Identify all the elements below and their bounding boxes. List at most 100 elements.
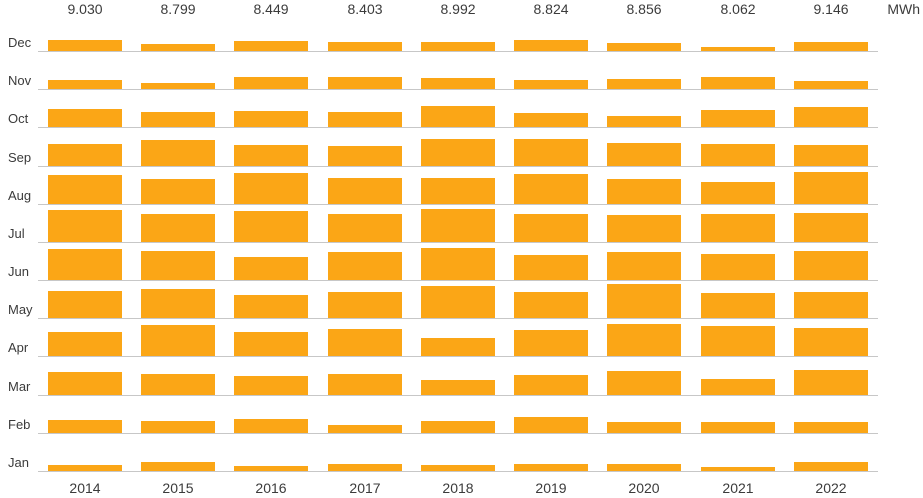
bar-2014-oct[interactable] (48, 109, 122, 127)
bar-2017-apr[interactable] (328, 329, 402, 356)
bar-2020-feb[interactable] (607, 422, 681, 433)
bar-2019-jan[interactable] (514, 464, 588, 471)
bar-2017-nov[interactable] (328, 77, 402, 89)
bar-2019-jun[interactable] (514, 255, 588, 280)
bar-2015-may[interactable] (141, 289, 215, 318)
bar-2014-may[interactable] (48, 291, 122, 318)
bar-2022-dec[interactable] (794, 42, 868, 51)
bar-2022-feb[interactable] (794, 422, 868, 433)
bar-2019-aug[interactable] (514, 174, 588, 204)
bar-2022-sep[interactable] (794, 145, 868, 166)
bar-2017-mar[interactable] (328, 374, 402, 395)
bar-2016-jan[interactable] (234, 466, 308, 471)
bar-2021-may[interactable] (701, 293, 775, 318)
bar-2016-aug[interactable] (234, 173, 308, 204)
bar-2018-jul[interactable] (421, 209, 495, 242)
bar-2022-may[interactable] (794, 292, 868, 318)
bar-2016-jun[interactable] (234, 257, 308, 280)
bar-2017-jul[interactable] (328, 214, 402, 242)
bar-2018-dec[interactable] (421, 42, 495, 51)
bar-2015-sep[interactable] (141, 140, 215, 166)
bar-2015-oct[interactable] (141, 112, 215, 127)
bar-2016-sep[interactable] (234, 145, 308, 166)
bar-2020-mar[interactable] (607, 371, 681, 395)
bar-2020-nov[interactable] (607, 79, 681, 89)
bar-2015-jan[interactable] (141, 462, 215, 471)
bar-2020-jun[interactable] (607, 252, 681, 280)
bar-2018-aug[interactable] (421, 178, 495, 204)
bar-2017-oct[interactable] (328, 112, 402, 127)
bar-2019-apr[interactable] (514, 330, 588, 356)
bar-2014-apr[interactable] (48, 332, 122, 356)
bar-2019-feb[interactable] (514, 417, 588, 433)
bar-2014-nov[interactable] (48, 80, 122, 89)
bar-2020-may[interactable] (607, 284, 681, 318)
bar-2015-jul[interactable] (141, 214, 215, 242)
bar-2021-sep[interactable] (701, 144, 775, 166)
bar-2015-aug[interactable] (141, 179, 215, 204)
bar-2016-dec[interactable] (234, 41, 308, 51)
bar-2022-oct[interactable] (794, 107, 868, 127)
bar-2014-aug[interactable] (48, 175, 122, 204)
bar-2017-aug[interactable] (328, 178, 402, 204)
bar-2017-sep[interactable] (328, 146, 402, 166)
bar-2021-jul[interactable] (701, 214, 775, 242)
bar-2015-jun[interactable] (141, 251, 215, 280)
bar-2022-nov[interactable] (794, 81, 868, 89)
bar-2016-nov[interactable] (234, 77, 308, 89)
bar-2016-feb[interactable] (234, 419, 308, 433)
bar-2020-jan[interactable] (607, 464, 681, 471)
bar-2022-jun[interactable] (794, 251, 868, 280)
bar-2015-feb[interactable] (141, 421, 215, 433)
bar-2019-nov[interactable] (514, 80, 588, 89)
bar-2014-feb[interactable] (48, 420, 122, 433)
bar-2016-mar[interactable] (234, 376, 308, 395)
bar-2016-apr[interactable] (234, 332, 308, 356)
bar-2020-apr[interactable] (607, 324, 681, 356)
bar-2016-oct[interactable] (234, 111, 308, 127)
bar-2021-aug[interactable] (701, 182, 775, 204)
bar-2014-sep[interactable] (48, 144, 122, 166)
bar-2018-sep[interactable] (421, 139, 495, 166)
bar-2018-oct[interactable] (421, 106, 495, 127)
bar-2020-sep[interactable] (607, 143, 681, 166)
bar-2021-feb[interactable] (701, 422, 775, 433)
bar-2017-feb[interactable] (328, 425, 402, 433)
bar-2016-may[interactable] (234, 295, 308, 318)
bar-2020-jul[interactable] (607, 215, 681, 242)
bar-2020-aug[interactable] (607, 179, 681, 204)
bar-2022-jan[interactable] (794, 462, 868, 471)
bar-2014-mar[interactable] (48, 372, 122, 395)
bar-2017-dec[interactable] (328, 42, 402, 51)
bar-2014-jul[interactable] (48, 210, 122, 242)
bar-2017-jan[interactable] (328, 464, 402, 471)
bar-2014-jan[interactable] (48, 465, 122, 471)
bar-2021-jun[interactable] (701, 254, 775, 280)
bar-2022-aug[interactable] (794, 172, 868, 204)
bar-2019-oct[interactable] (514, 113, 588, 127)
bar-2015-nov[interactable] (141, 83, 215, 89)
bar-2018-feb[interactable] (421, 421, 495, 433)
bar-2020-oct[interactable] (607, 116, 681, 127)
bar-2018-jun[interactable] (421, 248, 495, 280)
bar-2021-mar[interactable] (701, 379, 775, 395)
bar-2018-jan[interactable] (421, 465, 495, 471)
bar-2018-nov[interactable] (421, 78, 495, 89)
bar-2017-jun[interactable] (328, 252, 402, 280)
bar-2018-may[interactable] (421, 286, 495, 318)
bar-2021-oct[interactable] (701, 110, 775, 127)
bar-2015-mar[interactable] (141, 374, 215, 395)
bar-2020-dec[interactable] (607, 43, 681, 51)
bar-2015-dec[interactable] (141, 44, 215, 51)
bar-2019-may[interactable] (514, 292, 588, 318)
bar-2021-apr[interactable] (701, 326, 775, 356)
bar-2018-mar[interactable] (421, 380, 495, 395)
bar-2014-jun[interactable] (48, 249, 122, 280)
bar-2022-jul[interactable] (794, 213, 868, 242)
bar-2019-sep[interactable] (514, 139, 588, 166)
bar-2021-nov[interactable] (701, 77, 775, 89)
bar-2019-dec[interactable] (514, 40, 588, 51)
bar-2018-apr[interactable] (421, 338, 495, 356)
bar-2017-may[interactable] (328, 292, 402, 318)
bar-2021-jan[interactable] (701, 467, 775, 471)
